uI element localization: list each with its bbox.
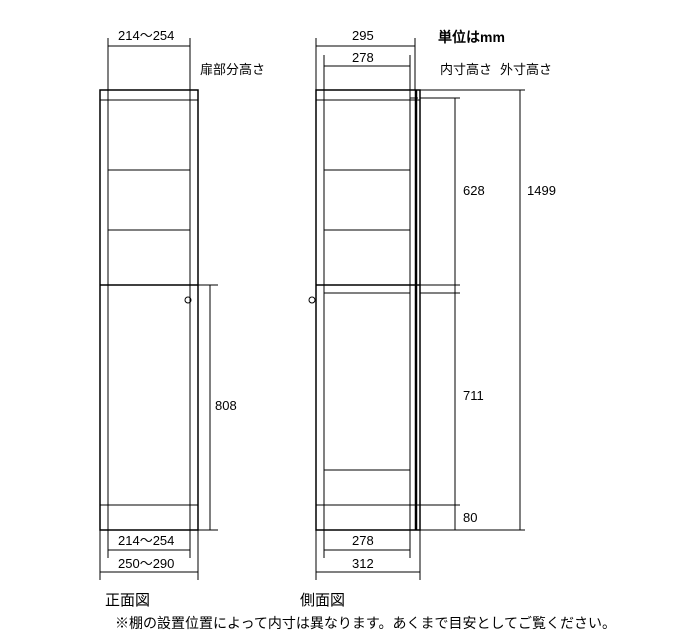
- front-view: 214～254 扉部分高さ 808: [100, 28, 265, 609]
- side-outer-height-value: 1499: [527, 183, 556, 198]
- front-title: 正面図: [105, 592, 150, 609]
- side-view: 295 278 内寸高さ 外寸高さ: [300, 28, 556, 609]
- front-top-dim: 214～254: [108, 28, 190, 90]
- front-bottom-inner-dim: 214～254: [108, 530, 190, 558]
- footnote: ※棚の設置位置によって内寸は異なります。あくまで目安としてご覧ください。: [115, 615, 616, 631]
- side-outer-height-dim: 1499: [420, 90, 556, 530]
- side-bottom-inner-dim: 278: [324, 530, 410, 558]
- side-bottom-width-inner: 278: [352, 533, 374, 548]
- side-title: 側面図: [300, 592, 345, 609]
- front-top-width-inner: 214～254: [118, 28, 174, 43]
- side-top-width-inner: 278: [352, 50, 374, 65]
- front-cabinet-outline: [100, 90, 198, 530]
- front-door-height-dim: 808: [198, 285, 237, 530]
- front-door-height-label: 扉部分高さ: [200, 62, 265, 77]
- side-inner-height-label: 内寸高さ: [440, 62, 492, 77]
- technical-drawing: 単位はmm 214～254 扉部分高さ: [0, 0, 700, 637]
- front-door-height-value: 808: [215, 398, 237, 413]
- front-bottom-width-outer: 250～290: [118, 556, 174, 571]
- side-outer-height-label: 外寸高さ: [500, 62, 552, 77]
- side-base-height: 80: [463, 510, 477, 525]
- side-inner-height-dims: 628 711 80: [420, 98, 485, 530]
- unit-label: 単位はmm: [438, 29, 505, 45]
- side-bottom-width-outer: 312: [352, 556, 374, 571]
- side-top-inner-dim: 278: [324, 50, 410, 90]
- side-door-knob: [309, 297, 315, 303]
- side-top-width-outer: 295: [352, 28, 374, 43]
- front-bottom-width-inner: 214～254: [118, 533, 174, 548]
- side-lower-inner-height: 711: [463, 388, 484, 403]
- side-upper-inner-height: 628: [463, 183, 485, 198]
- side-cabinet-outline: [316, 90, 420, 530]
